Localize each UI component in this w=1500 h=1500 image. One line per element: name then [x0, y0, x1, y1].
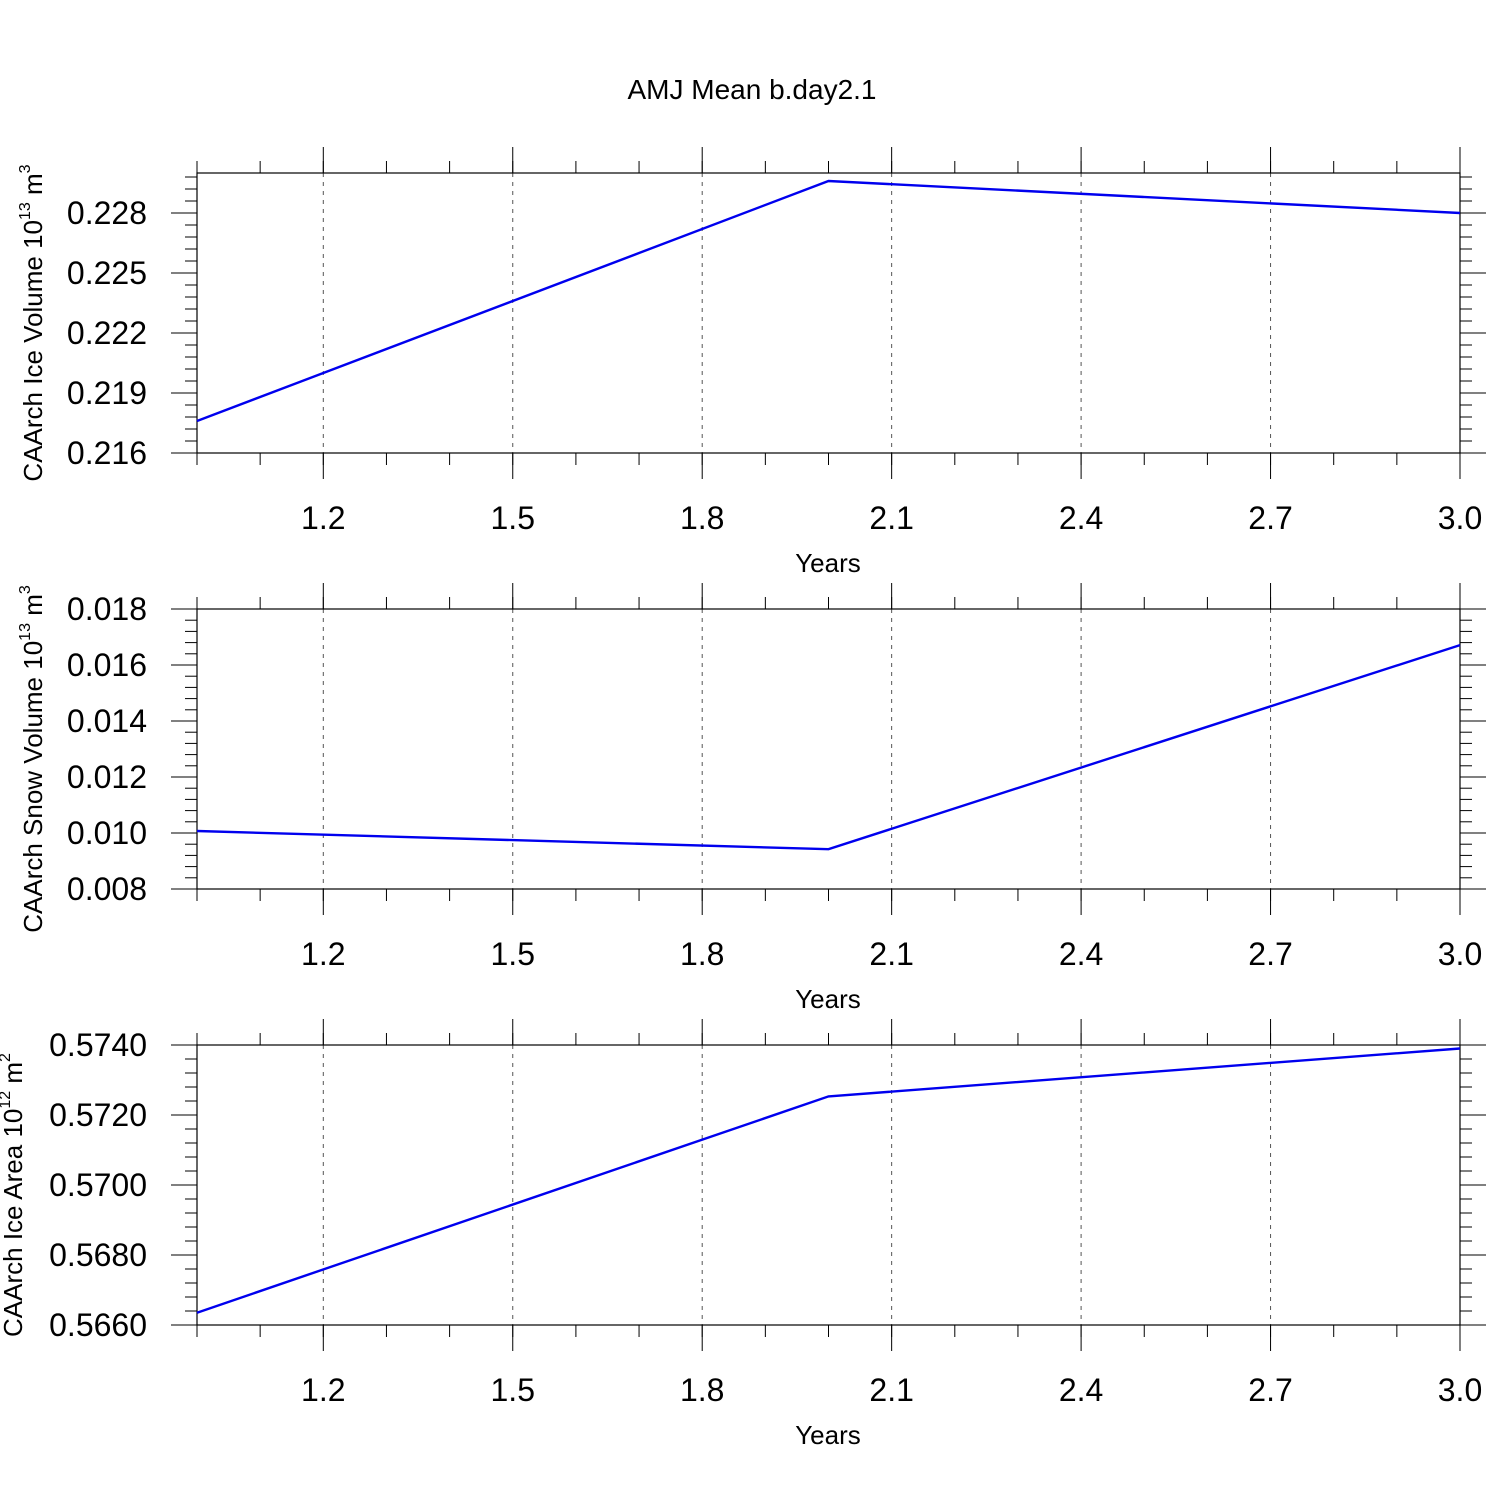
y-axis-label: CAArch Ice Volume 1013 m3 [17, 164, 48, 481]
x-tick-label: 2.7 [1248, 500, 1292, 536]
x-tick-label: 1.2 [301, 1372, 345, 1408]
y-tick-label: 0.016 [67, 647, 147, 683]
y-tick-label: 0.219 [67, 375, 147, 411]
y-tick-label: 0.5700 [49, 1167, 147, 1203]
y-tick-label: 0.010 [67, 815, 147, 851]
x-tick-label: 2.4 [1059, 936, 1103, 972]
x-tick-label: 1.8 [680, 1372, 724, 1408]
x-tick-label: 3.0 [1438, 1372, 1482, 1408]
figure-title: AMJ Mean b.day2.1 [627, 74, 876, 105]
y-tick-label: 0.014 [67, 703, 147, 739]
y-tick-label: 0.008 [67, 871, 147, 907]
panel-2: 1.2 1.5 1.8 2.1 2.4 2.7 3.0 0.008 0.010 0.012 0.01… [17, 583, 1486, 1014]
y-tick-label: 0.228 [67, 195, 147, 231]
x-tick-label: 1.2 [301, 936, 345, 972]
panel-3: 1.2 1.5 1.8 2.1 2.4 2.7 3.0 0.5660 0.5680 0.5700 0… [0, 1019, 1486, 1450]
x-axis-label: Years [795, 984, 861, 1014]
y-tick-label: 0.018 [67, 591, 147, 627]
y-tick-label: 0.216 [67, 435, 147, 471]
y-tick-label: 0.012 [67, 759, 147, 795]
x-axis-label: Years [795, 1420, 861, 1450]
x-tick-label: 2.1 [869, 936, 913, 972]
x-tick-label: 1.2 [301, 500, 345, 536]
series-line [196, 1047, 1461, 1314]
series-line [196, 643, 1461, 851]
x-tick-label: 1.5 [491, 1372, 535, 1408]
x-tick-label: 3.0 [1438, 500, 1482, 536]
x-tick-label: 1.8 [680, 936, 724, 972]
y-tick-label: 0.5740 [49, 1027, 147, 1063]
x-tick-label: 2.1 [869, 1372, 913, 1408]
x-tick-label: 2.1 [869, 500, 913, 536]
x-tick-label: 2.4 [1059, 1372, 1103, 1408]
x-axis-label: Years [795, 548, 861, 578]
y-tick-label: 0.222 [67, 315, 147, 351]
x-tick-label: 2.7 [1248, 1372, 1292, 1408]
y-axis-label: CAArch Ice Area 1012 m2 [0, 1053, 28, 1337]
y-tick-label: 0.5680 [49, 1237, 147, 1273]
y-axis-label: CAArch Snow Volume 1013 m3 [17, 585, 48, 933]
x-tick-label: 2.7 [1248, 936, 1292, 972]
x-tick-label: 1.8 [680, 500, 724, 536]
y-tick-label: 0.5660 [49, 1307, 147, 1343]
y-tick-label: 0.225 [67, 255, 147, 291]
x-tick-label: 1.5 [491, 500, 535, 536]
x-tick-label: 1.5 [491, 936, 535, 972]
x-tick-label: 2.4 [1059, 500, 1103, 536]
y-tick-label: 0.5720 [49, 1097, 147, 1133]
series-line [196, 179, 1461, 423]
panel-1: 1.2 1.5 1.8 2.1 2.4 2.7 3.0 0.216 0.219 0.222 0.22… [17, 147, 1486, 578]
x-tick-label: 3.0 [1438, 936, 1482, 972]
